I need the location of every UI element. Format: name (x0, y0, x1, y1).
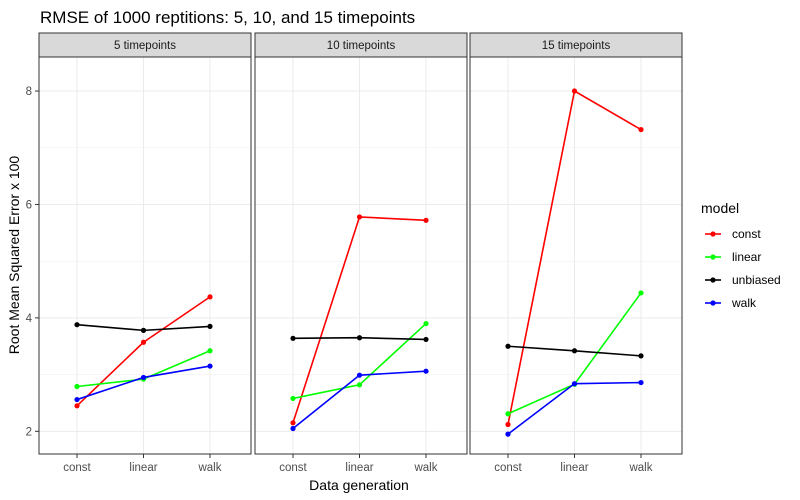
data-point-unbiased (423, 336, 429, 343)
legend-label-const: const (732, 227, 761, 241)
legend-label-walk: walk (731, 296, 757, 310)
x-tick-label: walk (197, 462, 221, 474)
facet-panel-2: 10 timepoints const linear walk (254, 32, 468, 474)
facet-panel-1: 5 timepoints const linear walk (38, 32, 252, 474)
y-tick-label: 4 (26, 313, 33, 325)
y-axis-title: Root Mean Squared Error x 100 (6, 156, 22, 355)
x-tick-label: linear (129, 462, 157, 474)
data-point-linear (290, 395, 296, 402)
data-point-linear (505, 411, 511, 417)
data-point-linear (423, 320, 429, 327)
x-tick-label: linear (345, 462, 373, 474)
legend-key-point-linear (710, 254, 716, 260)
data-point-unbiased (505, 343, 511, 349)
data-point-linear (356, 382, 363, 388)
data-point-walk (638, 379, 644, 386)
data-point-const (638, 126, 644, 133)
legend-label-unbiased: unbiased (732, 273, 781, 287)
y-axis: 2 4 6 8 (26, 86, 39, 438)
data-point-walk (207, 363, 213, 369)
data-point-walk (505, 431, 511, 437)
facet-strip-label: 5 timepoints (114, 40, 176, 52)
legend-title: model (701, 200, 739, 216)
data-point-unbiased (356, 335, 363, 341)
panel-border (469, 56, 683, 455)
data-point-const (290, 420, 296, 426)
facet-strip (254, 32, 468, 58)
data-point-walk (74, 396, 80, 403)
data-point-linear (74, 383, 80, 390)
legend-label-linear: linear (732, 250, 761, 264)
data-point-unbiased (207, 323, 213, 329)
data-point-unbiased (74, 322, 80, 328)
data-point-const (571, 88, 578, 94)
panel-background (470, 57, 682, 454)
legend-key-point-unbiased (710, 277, 716, 283)
y-tick-label: 2 (26, 426, 32, 438)
x-tick-label: const (279, 462, 307, 474)
data-point-walk (140, 374, 147, 381)
data-point-const (505, 421, 511, 428)
legend-key-point-const (710, 231, 716, 237)
x-tick-label: const (63, 462, 91, 474)
y-tick-label: 8 (26, 86, 32, 98)
facet-panel-3: 15 timepoints const linear walk (469, 32, 683, 474)
facet-strip-label: 10 timepoints (327, 40, 396, 52)
x-tick-label: walk (628, 462, 652, 474)
data-point-linear (207, 348, 213, 354)
data-point-unbiased (638, 353, 644, 359)
data-point-walk (290, 425, 296, 432)
panel-background (255, 57, 467, 454)
data-point-const (74, 403, 80, 409)
facet-strip (469, 32, 683, 58)
x-tick-label: linear (560, 462, 588, 474)
facet-strip-label: 15 timepoints (542, 40, 611, 52)
data-point-unbiased (140, 327, 147, 333)
data-point-const (140, 339, 147, 345)
legend-key-point-walk (710, 300, 716, 306)
facet-strip (38, 32, 252, 58)
data-point-const (356, 214, 363, 220)
data-point-walk (571, 381, 578, 387)
chart-title: RMSE of 1000 reptitions: 5, 10, and 15 t… (40, 8, 415, 27)
legend: model const linear unbiased walk (701, 200, 781, 310)
data-point-walk (356, 372, 363, 378)
data-point-unbiased (290, 335, 296, 341)
x-axis-title: Data generation (309, 477, 409, 493)
y-tick-label: 6 (26, 199, 32, 211)
data-point-unbiased (571, 348, 578, 354)
x-tick-label: const (494, 462, 522, 474)
panel-border (38, 56, 252, 455)
panel-border (254, 56, 468, 455)
data-point-linear (638, 290, 644, 296)
data-point-const (423, 217, 429, 223)
panel-background (39, 57, 251, 454)
data-point-walk (423, 368, 429, 374)
x-tick-label: walk (413, 462, 437, 474)
data-point-const (207, 294, 213, 300)
